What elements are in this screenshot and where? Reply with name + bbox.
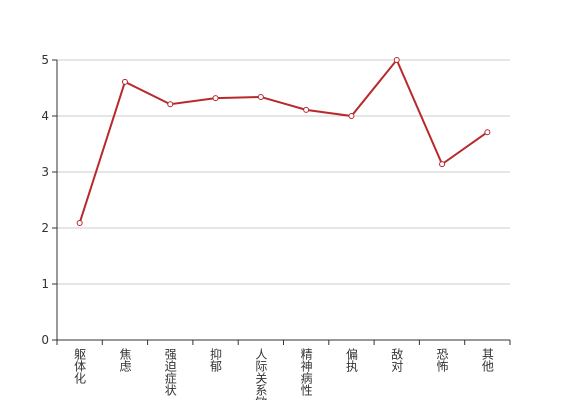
point [393, 57, 400, 63]
y-tick-label: 5 [41, 53, 49, 67]
x-tick-label: 躯体化 [73, 347, 87, 385]
x-tick-label: 焦虑 [118, 348, 132, 372]
point [484, 129, 491, 136]
x-tick-label: 其他 [480, 348, 494, 372]
x-tick-label: 偏执 [344, 347, 358, 373]
point [167, 101, 174, 108]
point [303, 106, 310, 113]
point [212, 95, 219, 102]
x-tick-label: 抑郁 [209, 347, 223, 373]
y-tick-label: 3 [41, 165, 49, 179]
y-tick-label: 2 [41, 221, 49, 235]
x-tick-label: 精神病性 [299, 348, 313, 397]
y-tick-label: 0 [41, 333, 49, 347]
point [121, 78, 128, 85]
x-tick-label: 人际关系敏感 [254, 348, 268, 400]
y-tick-label: 1 [41, 277, 49, 291]
point [348, 113, 355, 119]
x-tick-label: 强迫症状 [163, 348, 177, 396]
line [78, 58, 488, 224]
x-tick-label: 敌对 [390, 347, 404, 372]
point [257, 93, 264, 100]
x-tick-label: 恐怖 [435, 348, 449, 372]
point [76, 219, 83, 226]
y-tick-label: 4 [41, 109, 49, 123]
point [439, 161, 446, 168]
